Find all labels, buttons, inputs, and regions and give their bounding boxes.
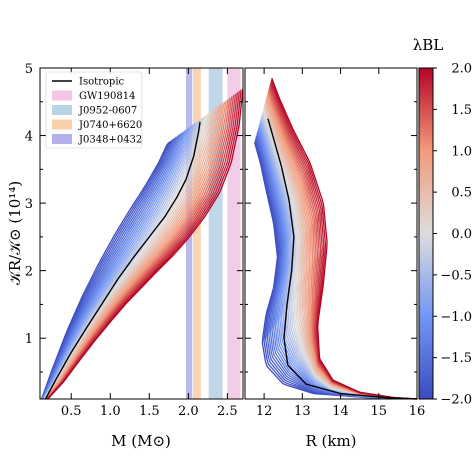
right-curve-family xyxy=(253,77,417,399)
right-xtick-label: 12 xyxy=(256,404,273,419)
colorbar-tick-label: −1.5 xyxy=(440,351,472,366)
left-ytick-label: 3 xyxy=(25,197,33,212)
legend-patch-swatch xyxy=(52,90,72,101)
legend-label: J0348+0432 xyxy=(78,135,142,146)
colorbar-tick-label: 0.0 xyxy=(451,227,472,242)
left-panel-frame xyxy=(39,67,244,400)
right-curve-40 xyxy=(271,77,417,399)
legend-patch-swatch xyxy=(52,134,72,144)
right-x-axis-label: R (km) xyxy=(305,432,356,450)
right-panel-frame xyxy=(244,67,418,400)
legend: Isotropic GW190814 J0952-0607 J0740+6620 J03… xyxy=(45,71,143,149)
colorbar-ticks: 2.0 1.5 1.0 0.5 0.0 −0.5 −1.0 −1.5 −2.0 xyxy=(433,62,472,408)
legend-label: J0952-0607 xyxy=(78,106,137,117)
legend-label: J0740+6620 xyxy=(78,120,142,131)
left-curve-family xyxy=(40,88,243,399)
colorbar-tick-label: 1.0 xyxy=(451,144,472,159)
left-xtick-label: 1.5 xyxy=(139,404,160,419)
right-xtick-label: 16 xyxy=(409,404,426,419)
left-curve-40 xyxy=(47,88,243,399)
colorbar-tick-label: 1.5 xyxy=(451,103,472,118)
legend-patch-swatch xyxy=(52,105,72,115)
left-ytick-label: 2 xyxy=(25,265,33,280)
legend-label: GW190814 xyxy=(79,91,135,102)
left-xtick-label: 2.0 xyxy=(178,404,199,419)
colorbar-tick-label: 2.0 xyxy=(451,62,472,77)
mass-band-0 xyxy=(227,68,241,399)
left-xtick-label: 0.5 xyxy=(61,404,82,419)
left-xtick-label: 1.0 xyxy=(100,404,121,419)
left-ytick-label: 4 xyxy=(25,130,33,145)
colorbar-tick-label: −0.5 xyxy=(440,268,472,283)
legend-patch-swatch xyxy=(52,119,72,130)
right-xtick-label: 13 xyxy=(294,404,311,419)
legend-label: Isotropic xyxy=(79,77,125,88)
mass-band-2 xyxy=(193,68,201,399)
left-isotropic-curve xyxy=(44,121,201,400)
colorbar-tick-label: −2.0 xyxy=(440,393,472,408)
colorbar xyxy=(418,67,434,400)
colorbar-tick-label: 0.5 xyxy=(451,186,472,201)
right-xtick-label: 15 xyxy=(371,404,388,419)
colorbar-title: λBL xyxy=(413,36,444,54)
left-ytick-label: 5 xyxy=(25,62,33,77)
right-xtick-label: 14 xyxy=(332,404,349,419)
left-x-axis-label: M (M⊙) xyxy=(111,432,171,450)
left-curve-0 xyxy=(40,141,170,399)
colorbar-tick-label: −1.0 xyxy=(440,310,472,325)
left-ytick-label: 1 xyxy=(25,332,33,347)
left-xtick-label: 2.5 xyxy=(217,404,238,419)
y-axis-label: 𝒦R/𝒦⊙ (10¹⁴) xyxy=(6,181,24,285)
